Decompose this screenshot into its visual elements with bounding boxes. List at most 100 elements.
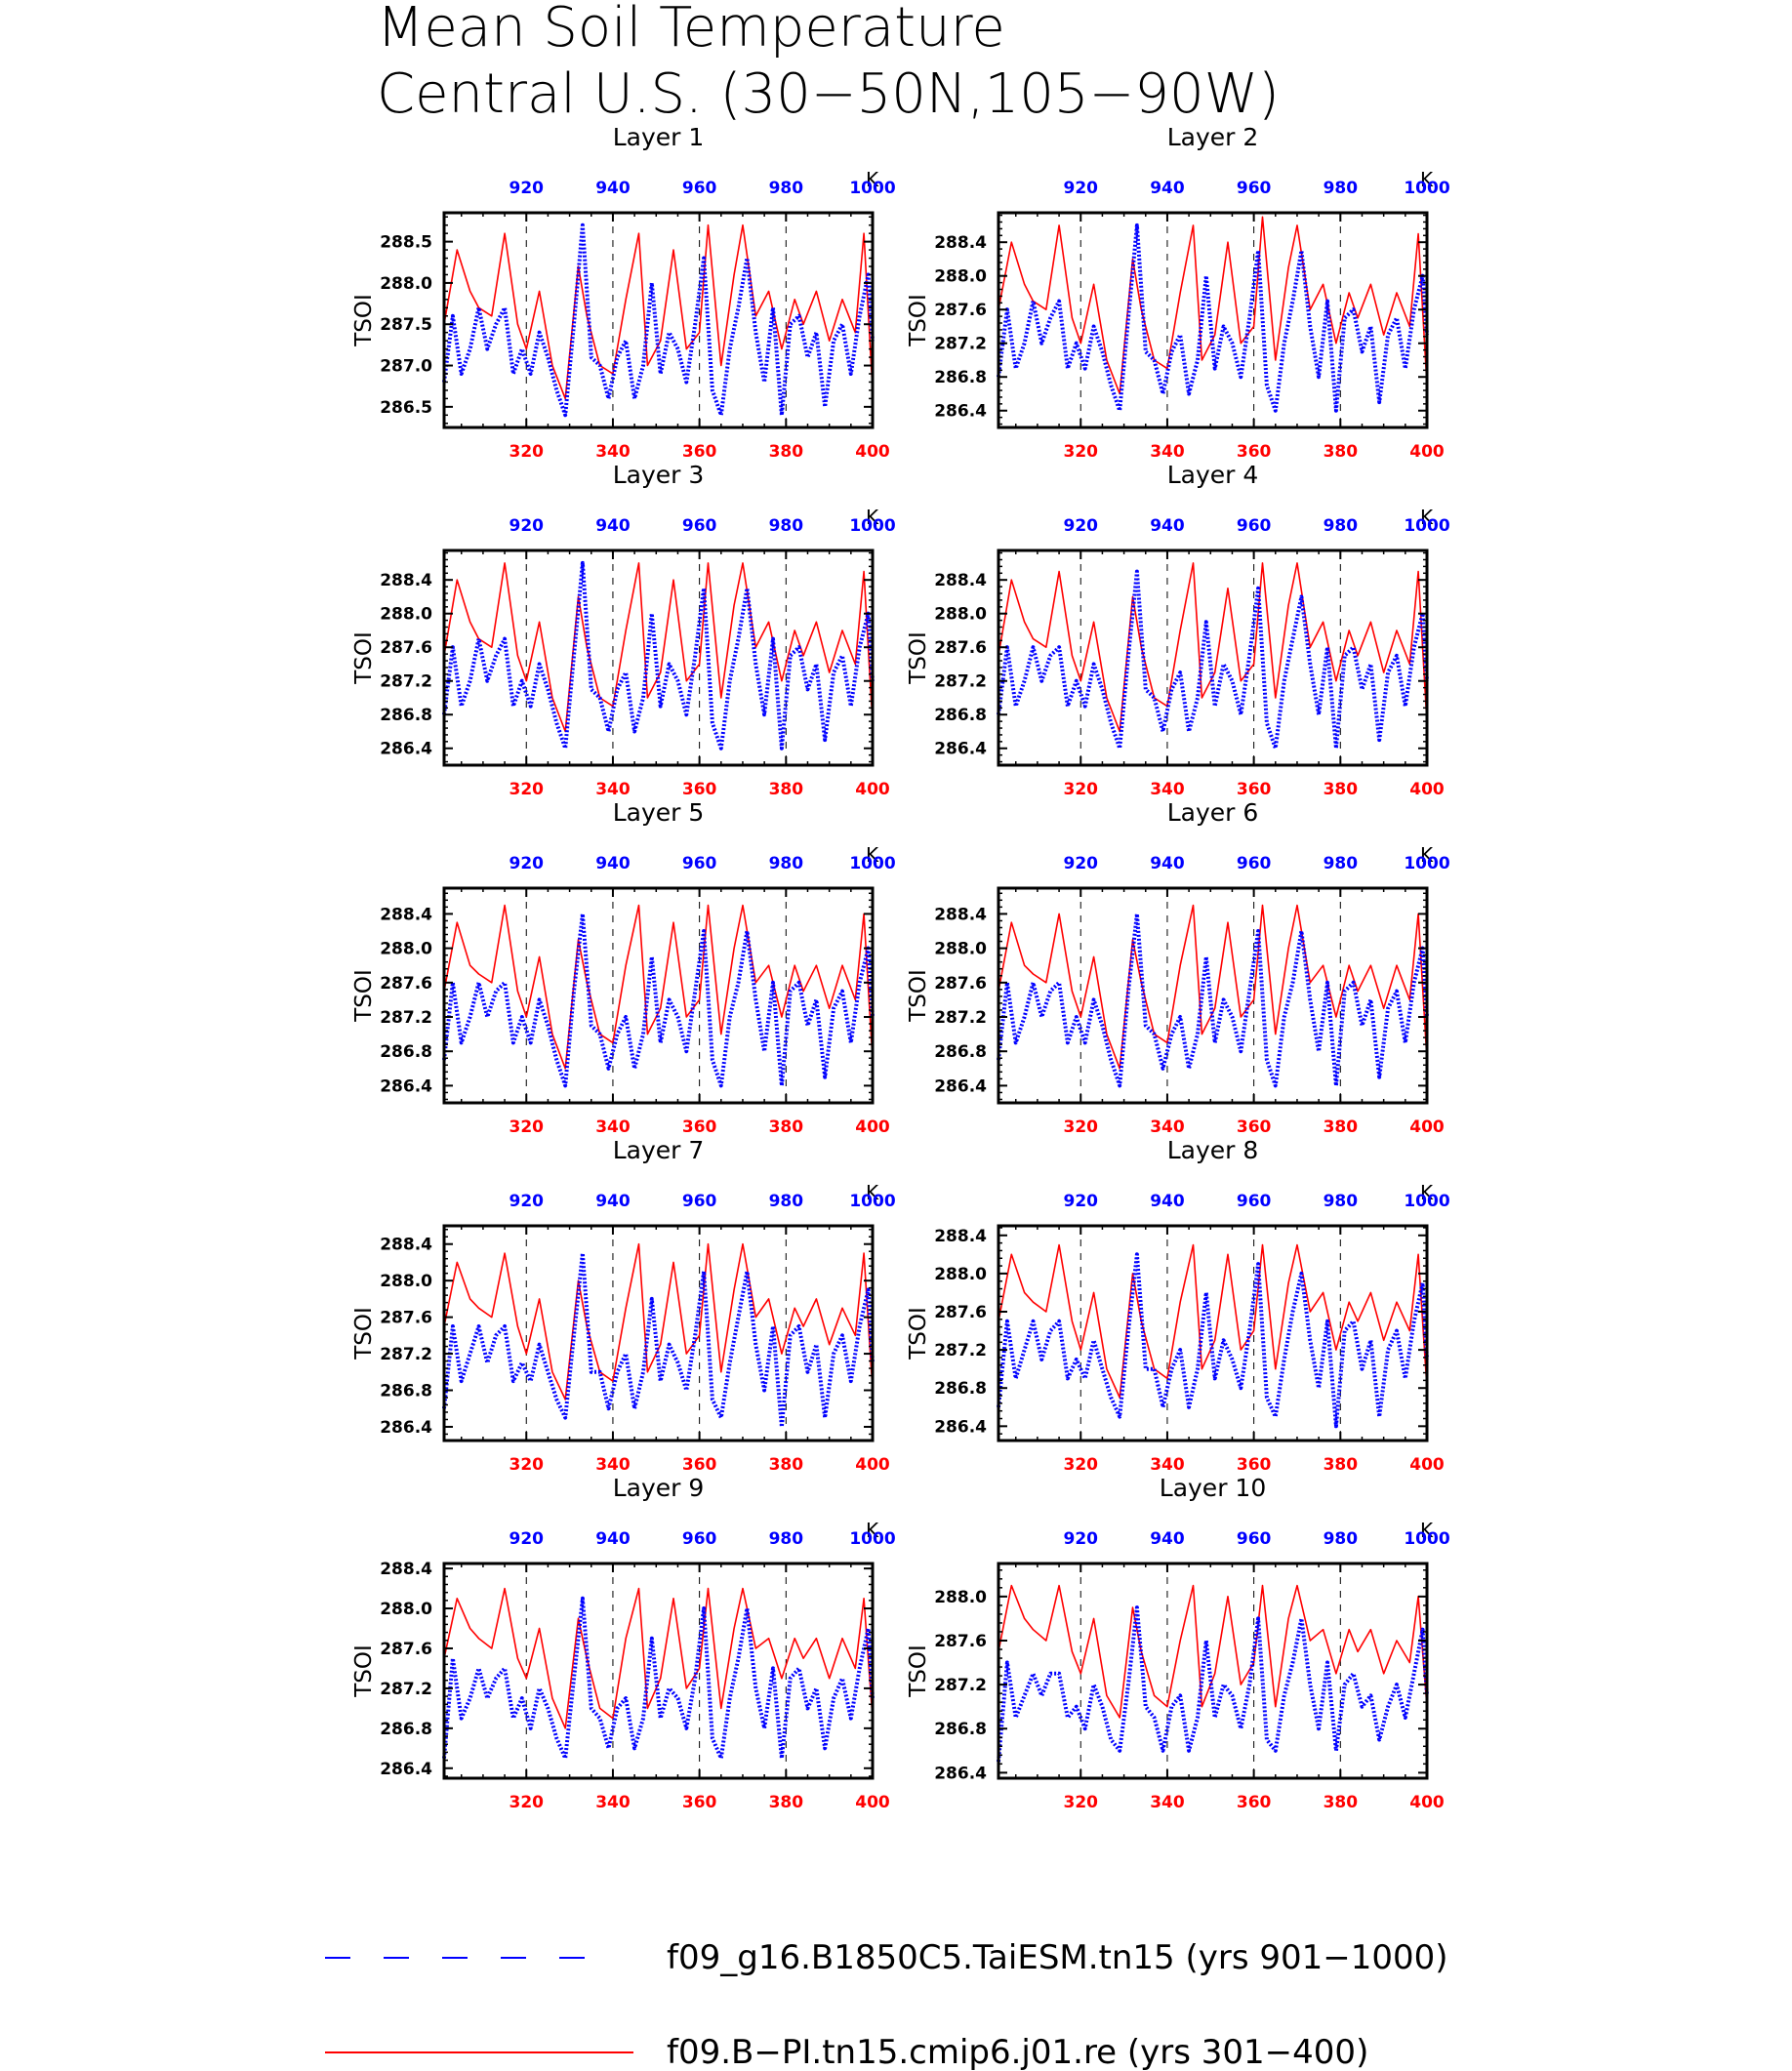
x-tick-label-top: 980 bbox=[769, 1192, 804, 1211]
y-tick-label: 287.6 bbox=[934, 301, 987, 320]
x-tick-label-bottom: 400 bbox=[855, 1455, 890, 1475]
x-tick-label-top: 980 bbox=[1324, 179, 1359, 198]
series-red-solid bbox=[998, 1584, 1428, 1719]
x-tick-label-bottom: 400 bbox=[855, 1117, 890, 1137]
series-blue-dashed bbox=[442, 223, 875, 418]
x-tick-label-bottom: 400 bbox=[1409, 1117, 1445, 1137]
unit-label: K bbox=[866, 1181, 879, 1204]
y-tick-label: 287.2 bbox=[380, 1008, 432, 1028]
plot-frame bbox=[997, 548, 1429, 767]
x-tick-label-bottom: 380 bbox=[769, 1793, 804, 1812]
x-tick-label-top: 1000 bbox=[849, 516, 895, 536]
y-tick-label: 288.4 bbox=[380, 905, 432, 924]
y-tick-label: 288.5 bbox=[380, 233, 432, 253]
x-tick-label-top: 920 bbox=[509, 516, 545, 536]
x-tick-label-top: 980 bbox=[1324, 1529, 1359, 1549]
x-tick-label-bottom: 340 bbox=[1150, 1117, 1185, 1137]
x-tick-label-bottom: 320 bbox=[1064, 1793, 1099, 1812]
x-tick-label-bottom: 340 bbox=[595, 1793, 631, 1812]
y-tick-label: 288.4 bbox=[380, 1236, 432, 1255]
unit-label: K bbox=[866, 506, 879, 529]
x-tick-label-top: 1000 bbox=[1404, 854, 1449, 873]
x-tick-label-bottom: 360 bbox=[682, 1793, 717, 1812]
y-tick-label: 286.4 bbox=[380, 1418, 432, 1438]
y-axis-label: TSOI bbox=[351, 1307, 377, 1360]
x-tick-label-bottom: 320 bbox=[1064, 1455, 1099, 1475]
series-blue-dashed bbox=[442, 1596, 875, 1761]
y-tick-label: 286.8 bbox=[380, 1720, 432, 1739]
x-tick-label-bottom: 380 bbox=[769, 1117, 804, 1137]
y-tick-label: 288.0 bbox=[934, 267, 987, 287]
y-tick-label: 286.4 bbox=[380, 1076, 432, 1096]
x-tick-label-top: 960 bbox=[682, 516, 717, 536]
y-tick-label: 288.4 bbox=[934, 905, 987, 924]
x-tick-label-bottom: 320 bbox=[509, 1117, 545, 1137]
panel-5: Layer 5 K TSOI 320 340 360 380 400 920 940 960 980 1… bbox=[351, 798, 896, 1137]
plot-frame bbox=[997, 1224, 1429, 1442]
y-tick-label: 287.6 bbox=[380, 638, 432, 658]
y-tick-label: 288.0 bbox=[380, 274, 432, 294]
series-red-solid bbox=[443, 1587, 874, 1729]
y-tick-label: 288.0 bbox=[380, 1272, 432, 1291]
panel-2: Layer 2 K TSOI 320 340 360 380 400 920 940 960 980 1… bbox=[906, 123, 1450, 462]
y-axis-label: TSOI bbox=[351, 294, 377, 347]
y-tick-label: 287.6 bbox=[934, 1632, 987, 1651]
x-tick-label-bottom: 340 bbox=[1150, 1455, 1185, 1475]
legend: f09_g16.B1850C5.TaiESM.tn15 (yrs 901−100… bbox=[325, 1938, 1448, 2071]
x-tick-label-top: 920 bbox=[509, 179, 545, 198]
y-axis-label: TSOI bbox=[906, 1307, 931, 1360]
x-tick-label-top: 920 bbox=[509, 1192, 545, 1211]
y-tick-label: 287.6 bbox=[934, 974, 987, 994]
y-tick-label: 286.8 bbox=[380, 706, 432, 725]
series-red-solid bbox=[998, 216, 1428, 395]
x-tick-label-bottom: 380 bbox=[769, 1455, 804, 1475]
x-tick-label-bottom: 360 bbox=[682, 780, 717, 799]
x-tick-label-bottom: 360 bbox=[1237, 442, 1272, 462]
panel-title: Layer 1 bbox=[613, 123, 705, 151]
y-tick-label: 288.4 bbox=[934, 571, 987, 590]
y-tick-label: 287.2 bbox=[934, 1676, 987, 1695]
x-tick-label-top: 1000 bbox=[849, 854, 895, 873]
panel-title: Layer 9 bbox=[613, 1474, 705, 1502]
y-tick-label: 286.8 bbox=[380, 1382, 432, 1401]
x-tick-label-bottom: 340 bbox=[595, 442, 631, 462]
y-axis-label: TSOI bbox=[351, 969, 377, 1023]
x-tick-label-bottom: 360 bbox=[1237, 780, 1272, 799]
x-tick-label-bottom: 320 bbox=[509, 780, 545, 799]
x-tick-label-bottom: 320 bbox=[1064, 780, 1099, 799]
y-tick-label: 288.0 bbox=[380, 1600, 432, 1619]
x-tick-label-top: 960 bbox=[1237, 179, 1272, 198]
y-tick-label: 286.4 bbox=[380, 1760, 432, 1779]
y-tick-label: 286.4 bbox=[934, 1417, 987, 1437]
plot-frame bbox=[997, 886, 1429, 1105]
series-blue-dashed bbox=[997, 1605, 1429, 1763]
y-tick-label: 287.5 bbox=[380, 315, 432, 335]
y-tick-label: 287.0 bbox=[380, 357, 432, 377]
x-tick-label-top: 1000 bbox=[849, 1192, 895, 1211]
panel-title: Layer 6 bbox=[1167, 798, 1259, 827]
y-tick-label: 288.0 bbox=[934, 1265, 987, 1284]
x-tick-label-bottom: 320 bbox=[509, 1793, 545, 1812]
series-red-solid bbox=[443, 1242, 874, 1401]
unit-label: K bbox=[866, 168, 879, 191]
x-tick-label-bottom: 360 bbox=[682, 1117, 717, 1137]
x-tick-label-bottom: 320 bbox=[1064, 1117, 1099, 1137]
unit-label: K bbox=[1420, 1519, 1434, 1542]
panel-7: Layer 7 K TSOI 320 340 360 380 400 920 940 960 980 1… bbox=[351, 1136, 896, 1475]
panel-title: Layer 3 bbox=[613, 461, 705, 489]
y-tick-label: 286.8 bbox=[380, 1042, 432, 1062]
panel-9: Layer 9 K TSOI 320 340 360 380 400 920 940 960 980 1… bbox=[351, 1474, 896, 1812]
unit-label: K bbox=[866, 843, 879, 867]
y-tick-label: 287.6 bbox=[380, 1309, 432, 1328]
panel-title: Layer 8 bbox=[1167, 1136, 1259, 1164]
x-tick-label-bottom: 380 bbox=[769, 780, 804, 799]
unit-label: K bbox=[866, 1519, 879, 1542]
x-tick-label-bottom: 400 bbox=[855, 780, 890, 799]
y-tick-label: 287.2 bbox=[380, 1345, 432, 1364]
plot-frame bbox=[442, 211, 875, 429]
panel-title: Layer 4 bbox=[1167, 461, 1259, 489]
y-tick-label: 286.4 bbox=[934, 1076, 987, 1096]
x-tick-label-top: 980 bbox=[769, 516, 804, 536]
panel-title: Layer 2 bbox=[1167, 123, 1259, 151]
y-tick-label: 286.8 bbox=[934, 706, 987, 725]
